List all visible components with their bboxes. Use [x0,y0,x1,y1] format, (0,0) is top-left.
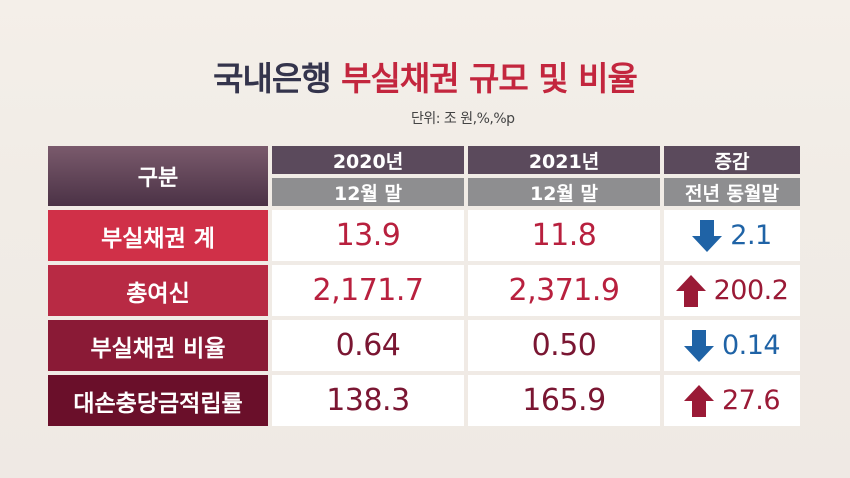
change-delta: 0.14 [664,329,800,362]
value-2020: 0.64 [272,320,464,371]
value-2020: 138.3 [272,375,464,426]
change-delta: 2.1 [664,219,800,252]
title-part2: 부실채권 규모 및 비율 [341,59,638,98]
change-cell: 2.1 [664,210,800,261]
value-2020: 13.9 [272,210,464,261]
row-label: 부실채권 비율 [48,320,268,371]
header-2020-sub: 12월 말 [272,178,464,206]
header-2021: 2021년 [468,146,660,174]
change-value: 2.1 [730,220,772,251]
table-row: 부실채권 비율 0.64 0.50 0.14 [48,320,800,371]
value-2021: 2,371.9 [468,265,660,316]
change-cell: 0.14 [664,320,800,371]
value-2020: 2,171.7 [272,265,464,316]
header-change: 증감 [664,146,800,174]
unit-label: 단위: 조 원,%,%p [411,111,515,127]
table-row: 대손충당금적립률 138.3 165.9 27.6 [48,375,800,426]
arrow-down-icon [692,219,723,252]
change-delta: 200.2 [664,274,800,307]
row-label: 부실채권 계 [48,210,268,261]
arrow-down-icon [683,329,714,362]
change-value: 0.14 [721,330,781,361]
table-row: 부실채권 계 13.9 11.8 2.1 [48,210,800,261]
change-value: 27.6 [721,385,781,416]
title-part1: 국내은행 [213,59,331,98]
page-title: 국내은행 부실채권 규모 및 비율 [0,52,850,100]
header-change-sub: 전년 동월말 [664,178,800,206]
header-category: 구분 [48,146,268,206]
row-label: 총여신 [48,265,268,316]
data-table: 구분 2020년 2021년 증감 12월 말 12월 말 전년 동월말 부실채… [44,142,804,430]
header-2021-sub: 12월 말 [468,178,660,206]
header-2020: 2020년 [272,146,464,174]
change-cell: 200.2 [664,265,800,316]
arrow-up-icon [683,384,714,417]
value-2021: 0.50 [468,320,660,371]
value-2021: 11.8 [468,210,660,261]
table-row: 총여신 2,171.7 2,371.9 200.2 [48,265,800,316]
change-delta: 27.6 [664,384,800,417]
value-2021: 165.9 [468,375,660,426]
row-label: 대손충당금적립률 [48,375,268,426]
change-cell: 27.6 [664,375,800,426]
change-value: 200.2 [713,275,789,306]
arrow-up-icon [675,274,706,307]
